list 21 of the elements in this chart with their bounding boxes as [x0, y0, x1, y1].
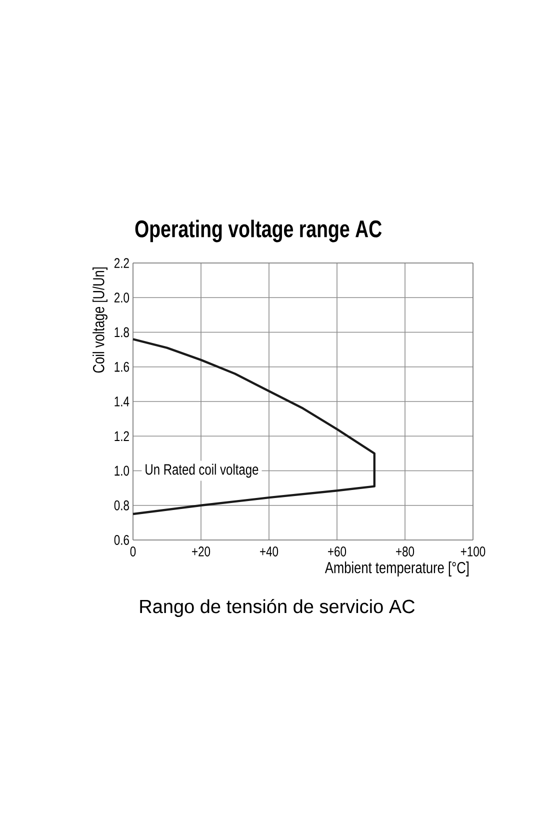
y-tick-label: 1.8 [114, 327, 129, 338]
x-axis-title: Ambient temperature [°C] [324, 562, 469, 576]
y-tick-label: 1.6 [114, 362, 129, 372]
x-tick-label: +80 [396, 546, 414, 556]
y-tick-label: 1.2 [114, 431, 129, 442]
line-series [132, 338, 376, 516]
y-axis-title: Coil voltage [U/Un] [92, 267, 108, 373]
y-tick-label: 1.4 [114, 396, 130, 406]
chart-title: Operating voltage range AC [135, 220, 382, 242]
x-tick-label: +40 [260, 546, 278, 556]
x-tick-label: +20 [192, 546, 210, 556]
x-tick-label: +100 [460, 546, 486, 556]
text: Rango de tensión de servicio AC [140, 599, 415, 617]
x-tick-label: 0 [130, 546, 136, 556]
x-tick-label: +60 [328, 546, 346, 556]
y-tick-label: 2.2 [114, 258, 129, 268]
y-tick-label: 0.6 [114, 535, 129, 545]
annotation: Un Rated coil voltage [146, 464, 258, 478]
y-tick-label: 1.0 [114, 466, 130, 476]
y-tick-label: 2.0 [114, 292, 130, 303]
y-tick-label: 0.8 [114, 500, 129, 510]
